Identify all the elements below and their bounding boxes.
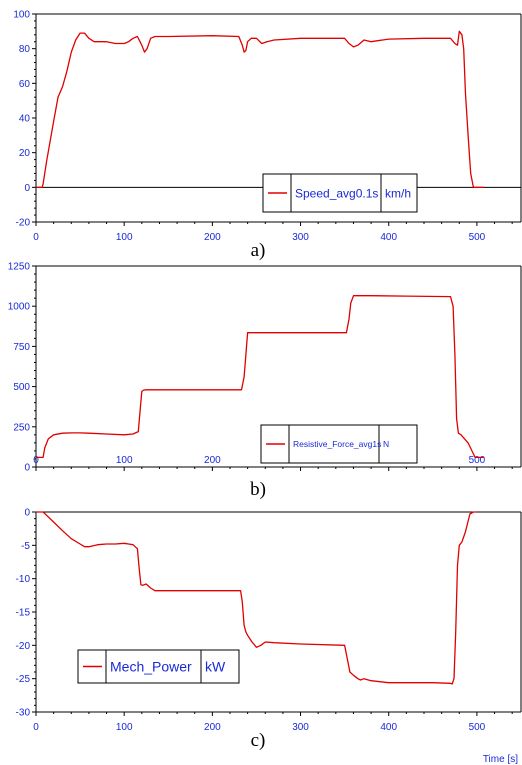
y-tick-label: 0 bbox=[24, 183, 30, 194]
y-tick-label: -5 bbox=[21, 541, 30, 552]
x-tick-label: 200 bbox=[204, 455, 221, 466]
legend-box bbox=[260, 424, 418, 464]
y-tick-label: -25 bbox=[16, 674, 31, 685]
x-tick-label: 300 bbox=[292, 232, 309, 243]
y-tick-label: 100 bbox=[13, 10, 30, 21]
legend-unit: N bbox=[383, 439, 389, 449]
legend-box bbox=[262, 173, 418, 213]
y-tick-label: 60 bbox=[19, 79, 31, 90]
y-tick-label: 0 bbox=[24, 508, 30, 519]
x-tick-label: 0 bbox=[33, 232, 39, 243]
y-tick-label: -30 bbox=[16, 708, 31, 719]
legend-label: Mech_Power bbox=[110, 659, 192, 675]
legend-box bbox=[77, 649, 240, 684]
y-tick-label: 80 bbox=[19, 44, 31, 55]
x-tick-label: 300 bbox=[292, 722, 309, 733]
y-tick-label: -10 bbox=[16, 574, 31, 585]
x-tick-label: 100 bbox=[116, 455, 133, 466]
y-tick-label: -20 bbox=[16, 641, 31, 652]
panel-label: b) bbox=[250, 479, 266, 500]
x-tick-label: 400 bbox=[380, 232, 397, 243]
y-tick-label: 250 bbox=[13, 422, 30, 433]
x-tick-label: 100 bbox=[116, 232, 133, 243]
legend-label: Resistive_Force_avg1s bbox=[293, 439, 381, 449]
x-tick-label: 500 bbox=[469, 455, 486, 466]
panel-b: 0250500750100012500100200300400500Resist… bbox=[8, 262, 522, 500]
legend-unit: km/h bbox=[385, 186, 411, 200]
y-tick-label: 1000 bbox=[8, 302, 31, 313]
y-tick-label: -20 bbox=[16, 218, 31, 229]
y-tick-label: 500 bbox=[13, 382, 30, 393]
x-tick-label: 500 bbox=[469, 232, 486, 243]
legend-label: Speed_avg0.1s bbox=[295, 186, 378, 200]
x-tick-label: 200 bbox=[204, 232, 221, 243]
y-tick-label: 40 bbox=[19, 114, 31, 125]
y-tick-label: 1250 bbox=[8, 262, 31, 273]
x-tick-label: 0 bbox=[33, 722, 39, 733]
y-tick-label: 20 bbox=[19, 148, 31, 159]
y-tick-label: 750 bbox=[13, 342, 30, 353]
x-tick-label: 500 bbox=[469, 722, 486, 733]
panel-c: -30 -25 -20 -15 -10 -5 0 0 100 200 300 400 500 Mech_P… bbox=[16, 508, 522, 765]
x-tick-label: 0 bbox=[33, 455, 39, 466]
x-tick-label: 400 bbox=[380, 722, 397, 733]
x-axis-title: Time [s] bbox=[483, 754, 518, 765]
legend-unit: kW bbox=[205, 659, 226, 675]
panel-label: a) bbox=[251, 240, 266, 261]
y-tick-label: -15 bbox=[16, 608, 31, 619]
x-tick-label: 200 bbox=[204, 722, 221, 733]
series-line bbox=[36, 295, 484, 459]
panel-label: c) bbox=[251, 730, 266, 751]
series-line bbox=[36, 30, 484, 188]
y-tick-label: 0 bbox=[24, 463, 30, 474]
series-line bbox=[36, 511, 477, 685]
x-tick-label: 100 bbox=[116, 722, 133, 733]
